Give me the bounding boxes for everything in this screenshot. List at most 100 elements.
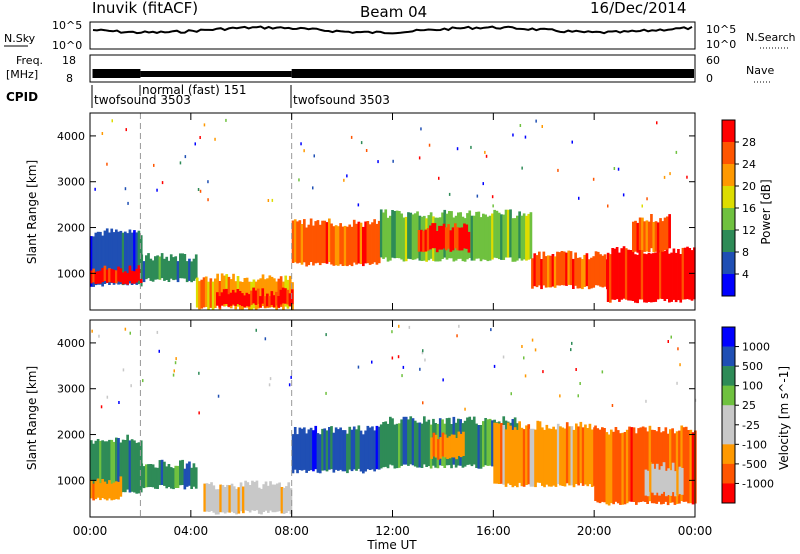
velocity-region-6-cell	[430, 437, 433, 459]
velocity-region-7-cell	[550, 428, 553, 487]
power-scatter-point	[669, 172, 671, 176]
power-region-3-cell	[207, 281, 210, 310]
velocity-region-0-cell	[103, 441, 107, 493]
velocity-region-6-cell	[459, 433, 463, 458]
power-region-10-cell	[636, 222, 640, 253]
velocity-region-5-cell	[395, 423, 399, 469]
power-region-9-cell	[622, 246, 626, 299]
time-axis-ticks: 00:00 04:00 08:00 12:00 16:00 20:00 00:00	[73, 113, 712, 538]
power-scatter-point	[448, 192, 451, 196]
velocity-region-9-cell	[660, 466, 664, 494]
power-region-0-cell	[133, 230, 136, 284]
power-colorbar-swatch-1	[722, 142, 735, 165]
velocity-region-0-cell	[94, 440, 98, 493]
power-scatter-point	[94, 187, 96, 191]
power-region-8-cell	[576, 257, 580, 289]
velocity-scatter-point	[255, 328, 257, 332]
power-region-8-cell	[540, 259, 543, 290]
power-scatter-point	[214, 137, 216, 141]
power-region-4-cell	[227, 294, 231, 307]
power-region-6-cell	[404, 216, 408, 262]
power-region-9-cell	[663, 250, 667, 301]
velocity-region-5-cell	[488, 418, 492, 466]
cpid-label: CPID	[6, 90, 38, 104]
power-region-2-cell	[140, 254, 144, 279]
power-region-5-cell	[350, 226, 354, 267]
power-region-6-cell	[393, 211, 397, 259]
velocity-colorbar-swatch-5	[722, 424, 735, 445]
velocity-scatter-point	[611, 404, 614, 407]
power-region-6-cell	[502, 214, 506, 260]
velocity-scatter-point	[124, 327, 127, 331]
velocity-region-1-cell	[99, 483, 102, 501]
power-scatter-point	[313, 154, 315, 158]
velocity-region-3-cell	[273, 484, 277, 513]
velocity-region-4-cell	[305, 433, 308, 473]
velocity-scatter-point	[100, 405, 103, 409]
power-region-4-cell	[234, 292, 237, 306]
power-region-7-cell	[451, 227, 455, 251]
velocity-region-4-cell	[343, 430, 347, 472]
velocity-colorbar-swatch-3	[722, 385, 735, 406]
velocity-region-7-cell	[516, 429, 519, 488]
power-region-2-cell	[172, 257, 175, 281]
power-scatter-point	[524, 135, 527, 139]
power-ytick-label-1: 2000	[57, 222, 85, 235]
power-region-10-cell	[650, 214, 653, 249]
power-scatter-point	[124, 187, 127, 191]
velocity-region-3-cell	[253, 481, 256, 511]
noise-right-tick-bottom: 10^0	[706, 38, 736, 51]
velocity-region-8-cell	[628, 426, 631, 502]
power-region-7-cell	[422, 230, 425, 253]
velocity-region-3-cell	[239, 482, 243, 512]
power-region-8-cell	[574, 252, 577, 286]
velocity-region-7-cell	[500, 423, 503, 484]
velocity-region-2-cell	[188, 461, 191, 486]
velocity-region-3-cell	[212, 485, 216, 513]
velocity-region-2-cell	[176, 465, 180, 488]
power-region-8-cell	[596, 251, 600, 286]
velocity-region-1-cell	[115, 481, 118, 500]
power-region-7-cell	[460, 227, 464, 251]
velocity-region-4-cell	[291, 434, 295, 474]
velocity-region-3-cell	[271, 484, 275, 513]
velocity-region-6-cell	[439, 437, 443, 459]
power-region-6-cell	[486, 216, 490, 262]
power-region-5-cell	[330, 223, 333, 265]
velocity-region-6-cell	[437, 439, 440, 460]
power-region-0-cell	[121, 232, 125, 286]
velocity-scatter-point	[173, 369, 175, 373]
velocity-region-9-cell	[649, 462, 652, 492]
velocity-region-3-cell	[248, 485, 252, 513]
velocity-region-8-cell	[601, 427, 604, 502]
power-region-4-cell	[272, 295, 276, 308]
power-region-3-cell	[266, 278, 269, 308]
velocity-scatter-point	[402, 365, 405, 369]
velocity-region-8-cell	[657, 427, 661, 502]
power-scatter-point	[111, 119, 113, 123]
power-region-10-cell	[668, 214, 671, 249]
power-region-9-cell	[615, 247, 619, 300]
velocity-region-9-cell	[644, 469, 648, 496]
power-region-8-cell	[533, 253, 537, 287]
power-scatter-point	[161, 181, 164, 185]
velocity-region-6-cell	[441, 432, 445, 457]
power-region-6-cell	[488, 215, 492, 261]
power-region-1-cell	[94, 271, 98, 284]
power-region-0-cell	[135, 232, 139, 285]
velocity-ytick-label-2: 3000	[57, 383, 85, 396]
velocity-region-5-cell	[477, 425, 481, 469]
power-region-4-cell	[245, 292, 249, 306]
power-scatter-point	[613, 167, 616, 170]
power-region-2-cell	[192, 258, 196, 281]
power-region-4-cell	[225, 288, 228, 304]
power-colorbar-swatch-5	[722, 230, 735, 253]
power-region-3-cell	[211, 281, 215, 310]
power-region-6-cell	[504, 209, 508, 258]
power-region-3-cell	[209, 278, 213, 308]
velocity-region-3-cell	[246, 482, 250, 511]
power-region-6-cell	[522, 213, 526, 260]
power-region-7-cell	[465, 224, 469, 249]
velocity-scatter-point	[408, 325, 411, 329]
power-region-0-cell	[119, 230, 123, 285]
